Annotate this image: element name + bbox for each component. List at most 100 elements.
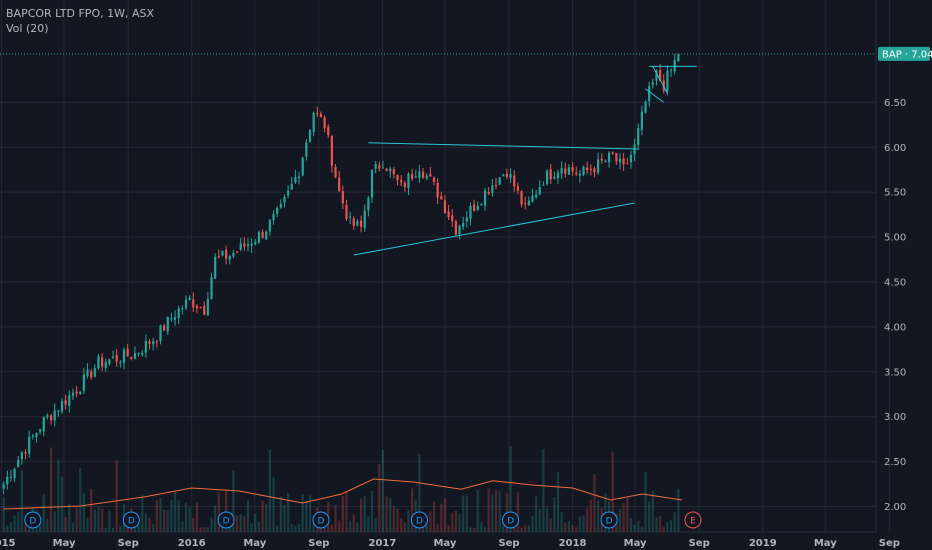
candle-body	[312, 112, 315, 132]
candle-body	[71, 392, 75, 396]
candle-body	[192, 299, 195, 308]
candle-body	[290, 183, 293, 190]
volume-bar	[655, 517, 658, 532]
candle-body	[494, 185, 498, 187]
candle-body	[443, 200, 447, 213]
candle-body	[640, 111, 643, 130]
candle-body	[677, 53, 680, 62]
candle-body	[163, 325, 166, 331]
candle	[535, 189, 538, 200]
volume-bar	[9, 521, 13, 532]
candle-body	[447, 211, 450, 217]
volume-bar	[64, 516, 67, 532]
candle-body	[60, 400, 64, 412]
volume-bar	[520, 527, 523, 532]
volume-bar	[225, 489, 228, 532]
candle-body	[505, 173, 509, 177]
candle	[294, 169, 297, 185]
price-axis[interactable]: 2.00 2.50 3.00 3.50 4.00 4.50 5.00 5.50 6.00 6.50	[884, 98, 906, 513]
volume-bar	[97, 507, 100, 532]
candle-body	[305, 142, 308, 157]
candle	[24, 449, 27, 460]
time-axis[interactable]: 2015 May Sep 2016 May Sep 2017 May Sep 2018 May Sep…	[0, 538, 900, 549]
dividend-marker[interactable]: D	[312, 511, 330, 529]
candle	[385, 167, 388, 172]
dividend-marker[interactable]: D	[410, 511, 428, 529]
candle	[17, 456, 20, 468]
candle-body	[144, 340, 147, 353]
volume-bar	[352, 514, 355, 532]
candle-body	[578, 173, 581, 176]
event-circle	[312, 511, 330, 529]
candle	[381, 160, 385, 169]
candle-body	[108, 359, 111, 364]
volume-indicator-label[interactable]: Vol (20)	[6, 22, 49, 35]
volume-bar	[101, 508, 104, 532]
candle	[396, 174, 399, 186]
volume-bar	[473, 527, 476, 532]
volume-bar	[480, 521, 483, 532]
event-label: D	[223, 517, 230, 527]
candle-body	[586, 167, 589, 171]
candle-body	[655, 70, 658, 81]
candle	[148, 339, 151, 350]
event-label: D	[317, 517, 324, 527]
candle-body	[39, 429, 42, 432]
candle-body	[137, 353, 140, 355]
candle-body	[232, 252, 235, 257]
candle-body	[28, 436, 31, 454]
candle	[370, 169, 374, 204]
candle	[432, 176, 436, 186]
candle	[411, 168, 414, 181]
candle	[640, 105, 643, 136]
volume-bar	[294, 525, 297, 532]
candle	[9, 469, 13, 482]
volume-bar	[432, 501, 436, 532]
volume-bar	[633, 524, 636, 532]
candle	[42, 416, 45, 437]
dividend-marker[interactable]: D	[217, 511, 235, 529]
volume-bar	[181, 521, 184, 532]
volume-bar	[323, 527, 326, 532]
candle-body	[42, 417, 45, 432]
candle-body	[400, 179, 403, 183]
candle-body	[279, 204, 282, 208]
candle	[6, 470, 9, 490]
candle-body	[458, 225, 461, 234]
dividend-marker[interactable]: D	[24, 511, 42, 529]
trendlines[interactable]	[353, 65, 697, 256]
candle	[257, 230, 261, 244]
candle	[458, 224, 461, 240]
candle-body	[334, 167, 337, 178]
dividend-marker[interactable]: D	[502, 511, 520, 529]
candle-body	[265, 231, 268, 240]
volume-bar	[170, 499, 173, 532]
volume-bar	[195, 502, 199, 532]
candle	[480, 203, 483, 207]
earnings-marker[interactable]: E	[684, 511, 702, 529]
volume-bar	[447, 525, 450, 532]
volume-bar	[86, 518, 89, 532]
volume-bar	[651, 490, 654, 532]
volume-bar	[111, 527, 115, 532]
dividend-marker[interactable]: D	[600, 511, 618, 529]
volume-bar	[148, 517, 151, 532]
candle	[564, 162, 567, 178]
candle-body	[611, 152, 614, 154]
candle-body	[297, 176, 301, 178]
dividend-marker[interactable]: D	[122, 511, 140, 529]
candle	[283, 194, 286, 208]
candle-body	[188, 297, 191, 300]
candle	[538, 180, 541, 196]
event-circle	[502, 511, 520, 529]
volume-bar	[71, 523, 75, 532]
candle	[341, 185, 344, 209]
candle-body	[476, 205, 479, 210]
chart-title[interactable]: BAPCOR LTD FPO, 1W, ASX	[6, 7, 155, 20]
volume-bar	[359, 498, 363, 532]
trendline	[645, 88, 665, 103]
volume-bar	[166, 510, 169, 532]
candle	[152, 337, 155, 351]
